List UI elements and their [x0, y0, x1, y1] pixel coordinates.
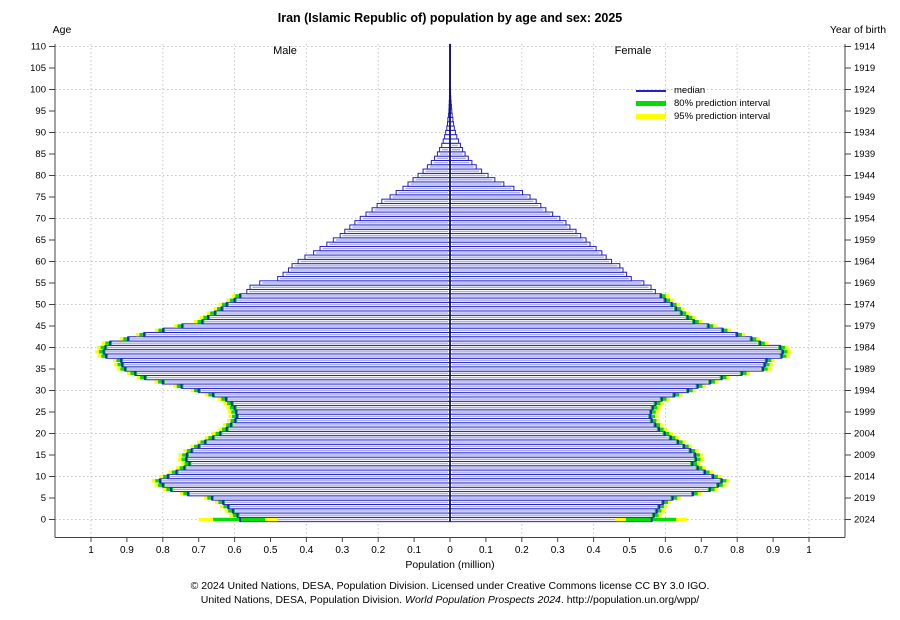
svg-text:0.9: 0.9: [766, 545, 780, 556]
svg-text:1984: 1984: [854, 343, 875, 354]
report-title-italic: World Population Prospects 2024: [405, 593, 561, 606]
svg-text:0.1: 0.1: [407, 545, 421, 556]
footer-line-1: © 2024 United Nations, DESA, Population …: [190, 580, 710, 592]
svg-text:40: 40: [35, 343, 46, 354]
svg-text:1989: 1989: [854, 364, 875, 375]
legend-item-pi95: 95% prediction interval: [636, 110, 770, 123]
svg-text:1974: 1974: [854, 300, 875, 311]
pi80-line-swatch: [636, 101, 666, 106]
svg-text:25: 25: [35, 407, 46, 418]
svg-text:95: 95: [35, 106, 46, 117]
svg-text:15: 15: [35, 450, 46, 461]
svg-text:60: 60: [35, 257, 46, 268]
legend-label-median: median: [674, 85, 706, 96]
svg-text:1999: 1999: [854, 407, 875, 418]
svg-text:1994: 1994: [854, 386, 875, 397]
svg-text:20: 20: [35, 429, 46, 440]
svg-text:0.8: 0.8: [730, 545, 744, 556]
svg-text:0.5: 0.5: [264, 545, 278, 556]
svg-text:0.2: 0.2: [515, 545, 529, 556]
svg-text:45: 45: [35, 321, 46, 332]
svg-text:1959: 1959: [854, 235, 875, 246]
svg-text:1914: 1914: [854, 42, 875, 53]
svg-text:1929: 1929: [854, 106, 875, 117]
svg-text:1944: 1944: [854, 171, 875, 182]
svg-text:0.2: 0.2: [371, 545, 385, 556]
svg-text:0.7: 0.7: [192, 545, 206, 556]
svg-text:55: 55: [35, 278, 46, 289]
year-of-birth-axis-label: Year of birth: [829, 24, 887, 36]
svg-text:1919: 1919: [854, 63, 875, 74]
svg-text:0.5: 0.5: [623, 545, 637, 556]
svg-text:0.7: 0.7: [694, 545, 708, 556]
svg-text:0.4: 0.4: [299, 545, 313, 556]
svg-text:10: 10: [35, 472, 46, 483]
svg-text:0.6: 0.6: [228, 545, 242, 556]
svg-text:90: 90: [35, 128, 46, 139]
legend-item-pi80: 80% prediction interval: [636, 97, 770, 110]
svg-text:2004: 2004: [854, 429, 875, 440]
pyramid-plot-area: 0 0.1 0.1 0.2 0.2 0.3 0.3 0.4 0.4 0.5 0.5 0.6 0.6 0.7…: [30, 42, 875, 556]
svg-text:1949: 1949: [854, 192, 875, 203]
svg-text:80: 80: [35, 171, 46, 182]
svg-text:2024: 2024: [854, 515, 875, 526]
svg-text:0.1: 0.1: [479, 545, 493, 556]
svg-text:70: 70: [35, 214, 46, 225]
svg-text:100: 100: [30, 85, 46, 96]
svg-text:85: 85: [35, 149, 46, 160]
footer-line-2: United Nations, DESA, Population Divisio…: [200, 593, 700, 606]
legend: median 80% prediction interval 95% predi…: [636, 84, 770, 123]
svg-text:35: 35: [35, 364, 46, 375]
svg-text:5: 5: [41, 493, 46, 504]
age-axis-label: Age: [52, 24, 72, 36]
male-side-label: Male: [273, 45, 297, 57]
svg-text:0.3: 0.3: [551, 545, 565, 556]
svg-text:1: 1: [806, 545, 812, 556]
svg-text:2019: 2019: [854, 493, 875, 504]
legend-label-pi95: 95% prediction interval: [674, 111, 771, 122]
svg-text:1954: 1954: [854, 214, 875, 225]
axes: [49, 44, 851, 542]
svg-text:105: 105: [30, 63, 46, 74]
svg-text:0.3: 0.3: [335, 545, 349, 556]
svg-text:0: 0: [447, 545, 453, 556]
svg-text:0: 0: [41, 515, 46, 526]
svg-text:0.8: 0.8: [156, 545, 170, 556]
svg-text:110: 110: [31, 42, 46, 53]
chart-title: Iran (Islamic Republic of) population by…: [277, 11, 623, 25]
svg-text:1939: 1939: [854, 149, 875, 160]
male-bars-group: [95, 43, 451, 523]
legend-item-median: median: [636, 84, 770, 97]
svg-text:0.4: 0.4: [587, 545, 601, 556]
svg-text:65: 65: [35, 235, 46, 246]
svg-text:75: 75: [35, 192, 46, 203]
legend-label-pi80: 80% prediction interval: [674, 98, 771, 109]
svg-text:1979: 1979: [854, 321, 875, 332]
svg-text:1934: 1934: [854, 128, 875, 139]
svg-text:1: 1: [88, 545, 94, 556]
svg-text:50: 50: [35, 300, 46, 311]
female-side-label: Female: [614, 45, 652, 57]
svg-text:30: 30: [35, 386, 46, 397]
svg-text:1964: 1964: [854, 257, 875, 268]
copyright-footer: © 2024 United Nations, DESA, Population …: [0, 580, 900, 607]
svg-text:2009: 2009: [854, 450, 875, 461]
pi95-line-swatch: [636, 114, 666, 119]
svg-text:1924: 1924: [854, 85, 875, 96]
svg-text:0.9: 0.9: [120, 545, 134, 556]
x-axis-title: Population (million): [405, 559, 495, 571]
median-line-swatch: [636, 89, 666, 92]
svg-text:0.6: 0.6: [658, 545, 672, 556]
svg-text:1969: 1969: [854, 278, 875, 289]
svg-text:2014: 2014: [854, 472, 875, 483]
